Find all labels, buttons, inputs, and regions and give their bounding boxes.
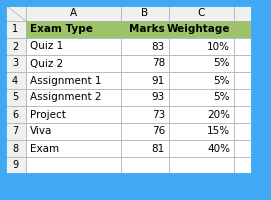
- Text: 15%: 15%: [207, 127, 230, 136]
- Bar: [121, 123, 169, 140]
- Bar: [26, 72, 121, 89]
- Text: B: B: [141, 7, 149, 18]
- Bar: [26, 55, 121, 72]
- Bar: [4, 38, 26, 55]
- Text: 9: 9: [12, 160, 18, 170]
- Text: Exam: Exam: [30, 144, 59, 154]
- Text: 78: 78: [152, 58, 165, 68]
- Text: Exam Type: Exam Type: [30, 24, 93, 34]
- Bar: [234, 89, 252, 106]
- Bar: [26, 140, 121, 157]
- Bar: [234, 157, 252, 174]
- Bar: [26, 21, 121, 38]
- Text: 8: 8: [12, 144, 18, 154]
- Text: 81: 81: [152, 144, 165, 154]
- Bar: [121, 106, 169, 123]
- Bar: [234, 55, 252, 72]
- Text: 91: 91: [152, 75, 165, 86]
- Bar: [121, 89, 169, 106]
- Bar: [4, 89, 26, 106]
- Bar: [121, 21, 169, 38]
- Text: 76: 76: [152, 127, 165, 136]
- Bar: [169, 140, 234, 157]
- Bar: [121, 4, 169, 21]
- Bar: [169, 72, 234, 89]
- Bar: [234, 106, 252, 123]
- Bar: [4, 4, 26, 21]
- Text: 5%: 5%: [214, 75, 230, 86]
- Bar: [26, 38, 121, 55]
- Bar: [169, 38, 234, 55]
- Text: 1: 1: [12, 24, 18, 34]
- Bar: [4, 123, 26, 140]
- Bar: [234, 4, 252, 21]
- Bar: [26, 106, 121, 123]
- Text: A: A: [70, 7, 77, 18]
- Text: 4: 4: [12, 75, 18, 86]
- Text: 40%: 40%: [207, 144, 230, 154]
- Text: 73: 73: [152, 110, 165, 119]
- Text: 3: 3: [12, 58, 18, 68]
- Bar: [4, 72, 26, 89]
- Bar: [169, 157, 234, 174]
- Text: Marks: Marks: [129, 24, 165, 34]
- Text: 10%: 10%: [207, 42, 230, 51]
- Bar: [26, 4, 121, 21]
- Text: 6: 6: [12, 110, 18, 119]
- Bar: [234, 72, 252, 89]
- Text: 2: 2: [12, 42, 18, 51]
- Bar: [4, 106, 26, 123]
- Bar: [234, 140, 252, 157]
- Bar: [4, 21, 26, 38]
- Bar: [26, 123, 121, 140]
- Text: 5: 5: [12, 92, 18, 102]
- Text: Quiz 2: Quiz 2: [30, 58, 63, 68]
- Bar: [121, 140, 169, 157]
- Bar: [26, 157, 121, 174]
- Bar: [121, 72, 169, 89]
- Text: 20%: 20%: [207, 110, 230, 119]
- Bar: [4, 157, 26, 174]
- Text: Project: Project: [30, 110, 66, 119]
- Bar: [234, 21, 252, 38]
- Text: Quiz 1: Quiz 1: [30, 42, 63, 51]
- Bar: [169, 4, 234, 21]
- Bar: [4, 140, 26, 157]
- Text: 5%: 5%: [214, 58, 230, 68]
- Text: Assignment 1: Assignment 1: [30, 75, 102, 86]
- Bar: [121, 38, 169, 55]
- Text: Weightage: Weightage: [166, 24, 230, 34]
- Text: 83: 83: [152, 42, 165, 51]
- Bar: [121, 157, 169, 174]
- Text: C: C: [198, 7, 205, 18]
- Bar: [169, 21, 234, 38]
- Bar: [169, 55, 234, 72]
- Bar: [234, 38, 252, 55]
- Text: Viva: Viva: [30, 127, 52, 136]
- Bar: [121, 55, 169, 72]
- Text: Assignment 2: Assignment 2: [30, 92, 102, 102]
- Bar: [4, 55, 26, 72]
- Bar: [169, 123, 234, 140]
- Text: 93: 93: [152, 92, 165, 102]
- Bar: [169, 106, 234, 123]
- Text: 5%: 5%: [214, 92, 230, 102]
- Bar: [169, 89, 234, 106]
- Bar: [26, 89, 121, 106]
- Bar: [234, 123, 252, 140]
- Bar: [4, 3, 253, 174]
- Text: 7: 7: [12, 127, 18, 136]
